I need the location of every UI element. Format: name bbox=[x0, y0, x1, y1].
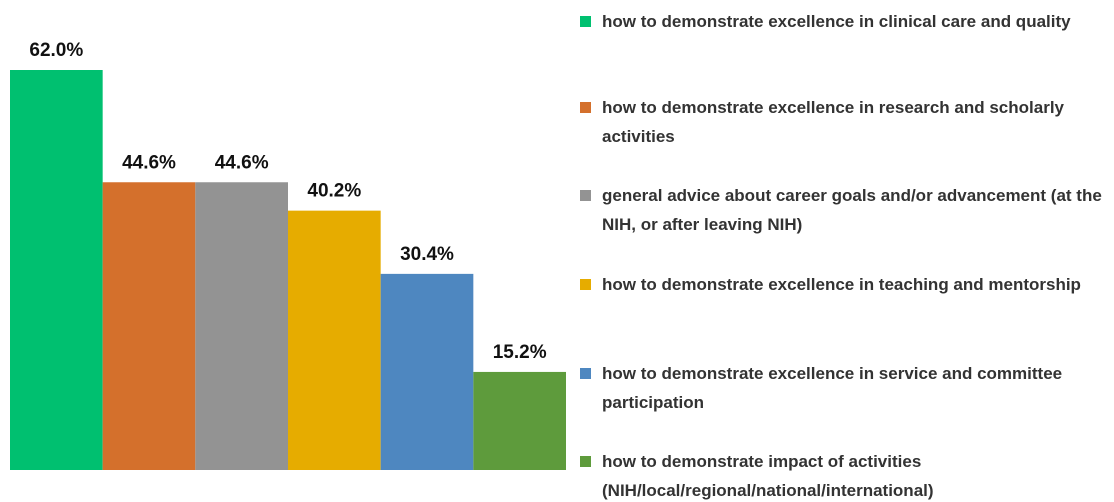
legend-swatch bbox=[580, 368, 591, 379]
legend-label: how to demonstrate excellence in teachin… bbox=[602, 275, 1081, 294]
bar bbox=[10, 70, 103, 470]
legend-item: how to demonstrate excellence in clinica… bbox=[580, 7, 1108, 36]
legend-label: how to demonstrate impact of activities … bbox=[602, 452, 934, 500]
legend-label: how to demonstrate excellence in clinica… bbox=[602, 12, 1071, 31]
legend-swatch bbox=[580, 102, 591, 113]
bar bbox=[102, 182, 196, 471]
legend-swatch bbox=[580, 456, 591, 467]
value-label: 62.0% bbox=[29, 40, 83, 61]
legend-item: how to demonstrate excellence in researc… bbox=[580, 93, 1108, 151]
legend-swatch bbox=[580, 279, 591, 290]
bar bbox=[473, 371, 566, 470]
value-label: 44.6% bbox=[122, 152, 176, 173]
value-label: 30.4% bbox=[400, 244, 454, 265]
legend-item: how to demonstrate excellence in teachin… bbox=[580, 270, 1108, 299]
value-label: 15.2% bbox=[493, 342, 547, 363]
value-label: 44.6% bbox=[215, 152, 269, 173]
legend-label: how to demonstrate excellence in service… bbox=[602, 364, 1063, 412]
plot: 62.0% 44.6% 44.6% 40.2% 30.4% 15.2% bbox=[10, 40, 566, 471]
bar bbox=[288, 210, 381, 471]
value-label: 40.2% bbox=[307, 181, 361, 202]
legend-label: general advice about career goals and/or… bbox=[602, 186, 1102, 234]
bar bbox=[380, 273, 474, 470]
legend-item: general advice about career goals and/or… bbox=[580, 181, 1108, 239]
legend-item: how to demonstrate excellence in service… bbox=[580, 359, 1108, 417]
bar bbox=[195, 182, 288, 471]
legend-label: how to demonstrate excellence in researc… bbox=[602, 98, 1065, 146]
legend-item: how to demonstrate impact of activities … bbox=[580, 447, 1108, 502]
legend-swatch bbox=[580, 16, 591, 27]
legend-swatch bbox=[580, 190, 591, 201]
